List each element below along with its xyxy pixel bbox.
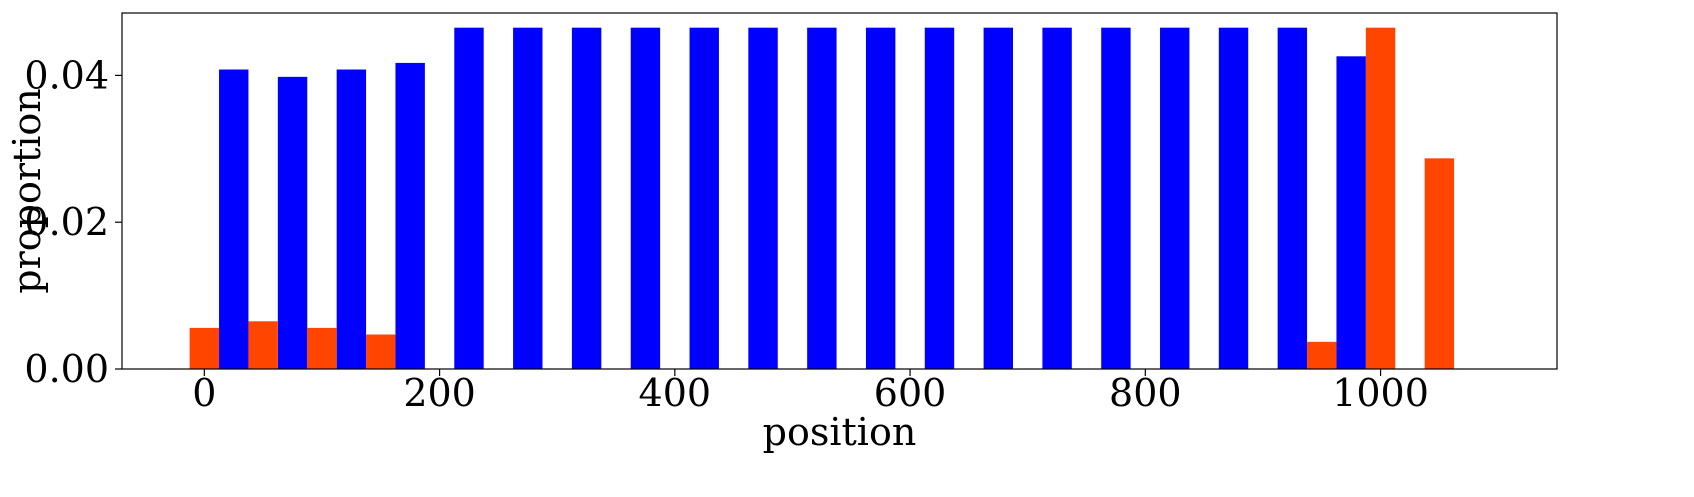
bar-series-1-8 [689,27,719,369]
x-tick-label: 600 [874,371,947,415]
bar-series-1-13 [983,27,1013,369]
bar-series-1-16 [1160,27,1190,369]
bar-series-1-7 [630,27,661,369]
x-tick-label: 800 [1109,371,1182,415]
x-axis-ticks: 0 200 400 600 800 1000 [192,369,1429,415]
bar-series-2-3 [366,334,396,369]
bar-series-1-18 [1277,27,1308,369]
plot-frame [121,12,1558,370]
x-tick-label: 200 [403,371,476,415]
bar-series-1-9 [748,27,778,369]
y-tick-label: 0.04 [24,53,109,97]
bar-series-1-10 [807,27,837,369]
bar-series-1-3 [395,62,425,370]
x-tick-label: 1000 [1332,371,1429,415]
x-tick-label: 0 [192,371,216,415]
bar-series-1-14 [1042,27,1072,369]
y-axis-label: proportion [5,88,49,294]
bar-series-2-1 [248,321,278,369]
bar-series-1-4 [454,27,484,369]
bar-series-1-12 [924,27,955,369]
bar-series-1-11 [865,27,896,369]
bar-series-2-4 [1307,341,1337,369]
bar-series-1-6 [571,27,602,369]
x-axis-label: position [763,410,917,454]
bar-series-1-1 [277,76,308,369]
bar-series-1-19 [1336,56,1366,369]
bar-series-1-17 [1218,27,1249,369]
bar-series-2-2 [307,327,337,369]
bar-series-2-0 [189,327,220,369]
y-axis-ticks: 0.00 0.02 0.04 [24,53,122,391]
bar-series-1-0 [219,69,249,369]
bar-series-2-5 [1365,27,1396,369]
bar-series-1-2 [336,69,367,369]
bar-series-1-15 [1101,27,1131,369]
y-tick-label: 0.00 [24,347,109,391]
bar-series-2-6 [1424,158,1455,369]
bar-series-1-5 [513,27,543,369]
bars-layer [189,27,1455,370]
y-tick-label: 0.02 [24,200,109,244]
x-tick-label: 400 [639,371,712,415]
